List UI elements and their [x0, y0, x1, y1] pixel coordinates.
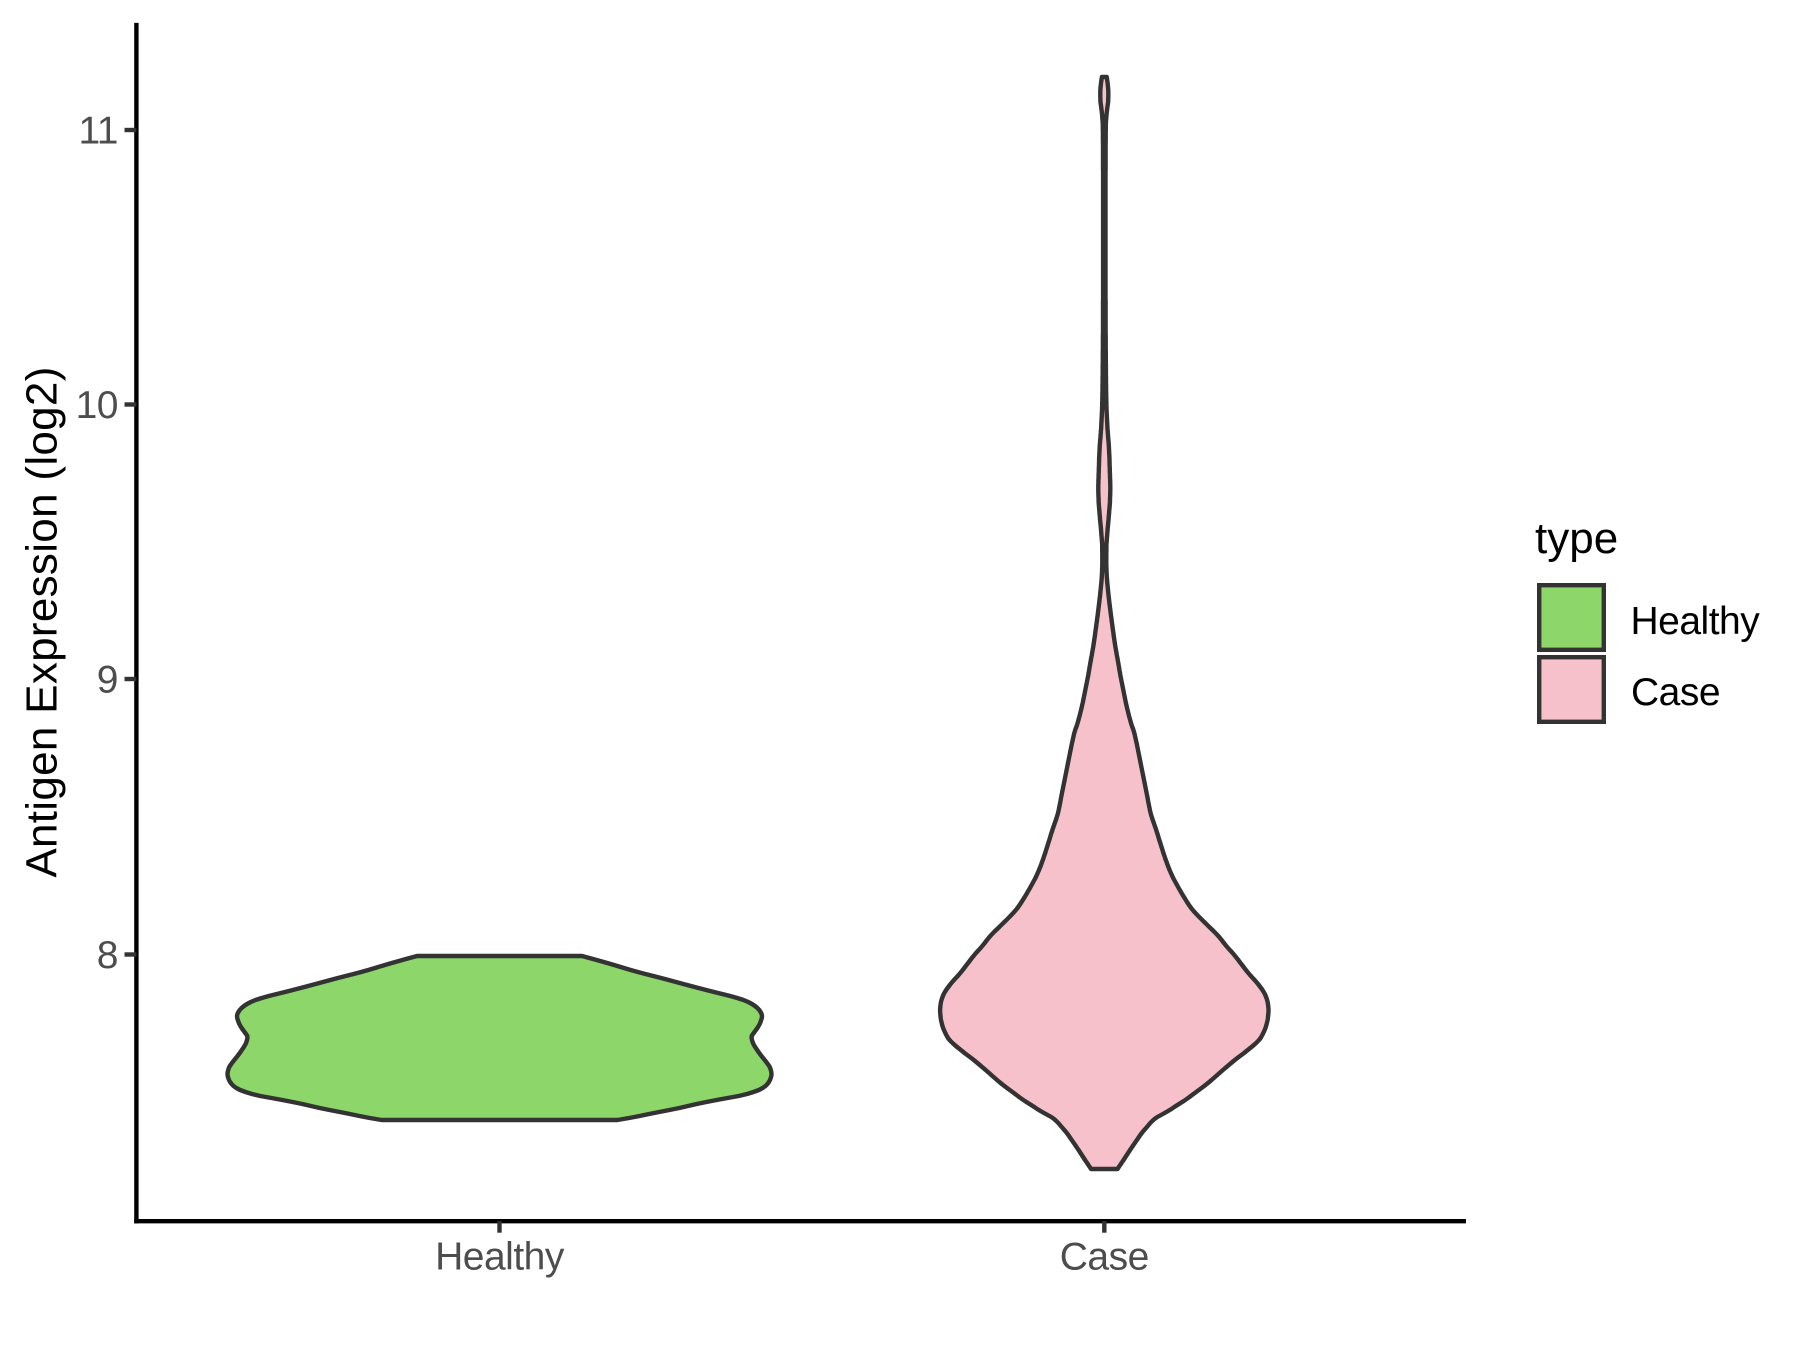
svg-text:Case: Case [1631, 671, 1720, 714]
svg-text:8: 8 [97, 934, 118, 977]
svg-text:10: 10 [76, 384, 118, 427]
svg-text:Case: Case [1060, 1235, 1149, 1278]
svg-text:type: type [1535, 514, 1618, 563]
svg-text:Healthy: Healthy [435, 1235, 565, 1278]
svg-text:Antigen Expression (log2): Antigen Expression (log2) [18, 366, 67, 877]
svg-text:Healthy: Healthy [1631, 600, 1761, 643]
svg-text:9: 9 [97, 659, 118, 702]
svg-text:11: 11 [79, 110, 119, 153]
